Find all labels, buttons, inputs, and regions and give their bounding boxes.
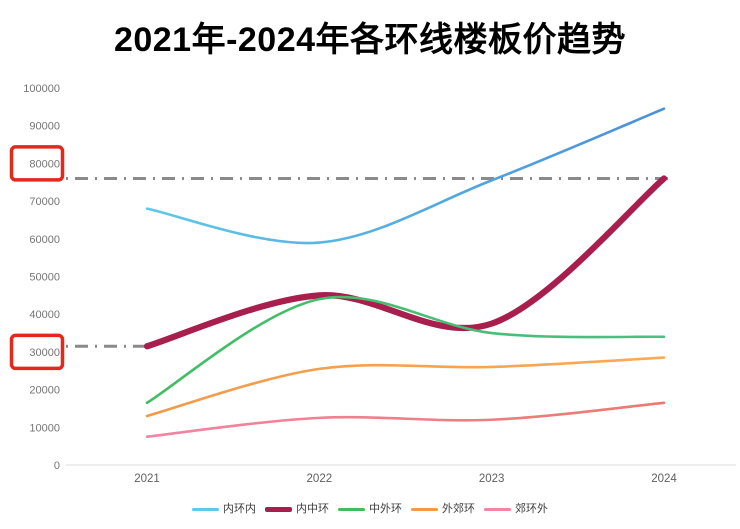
legend-label: 外郊环	[442, 503, 475, 515]
x-tick-label: 2022	[307, 473, 333, 485]
legend-item-5[interactable]: 郊环外	[484, 504, 548, 515]
legend-item-1[interactable]: 内环内	[192, 504, 256, 515]
legend-line-swatch	[265, 507, 292, 512]
y-tick-label: 10000	[29, 422, 60, 434]
y-tick-label: 100000	[23, 83, 60, 95]
highlight-box-80000	[9, 145, 65, 182]
x-tick-label: 2023	[479, 473, 505, 485]
legend-item-4[interactable]: 外郊环	[411, 504, 475, 515]
y-tick-label: 60000	[29, 234, 60, 246]
y-tick-label: 50000	[29, 272, 60, 284]
y-tick-label: 70000	[29, 196, 60, 208]
legend-line-swatch	[338, 508, 365, 511]
legend-label: 内中环	[296, 503, 329, 515]
legend-label: 内环内	[223, 503, 256, 515]
y-tick-label: 30000	[29, 347, 60, 359]
series-line-5	[145, 401, 666, 439]
legend-label: 郊环外	[515, 503, 548, 515]
series-line-3	[145, 295, 666, 405]
legend-item-3[interactable]: 中外环	[338, 504, 402, 515]
x-tick-label: 2024	[651, 473, 677, 485]
chart-title: 2021年-2024年各环线楼板价趋势	[113, 21, 627, 59]
legend-item-2[interactable]: 内中环	[265, 504, 329, 515]
series-line-4	[145, 356, 666, 418]
y-tick-label: 90000	[29, 121, 60, 133]
y-tick-label: 40000	[29, 309, 60, 321]
highlight-box-30000	[9, 333, 65, 371]
legend-line-swatch	[484, 508, 511, 511]
y-tick-label: 0	[54, 460, 60, 472]
legend-label: 中外环	[369, 503, 402, 515]
legend-line-swatch	[192, 508, 219, 511]
series-line-1	[145, 107, 666, 245]
x-tick-label: 2021	[134, 473, 160, 485]
chart-legend: 内环内 内中环 中外环 外郊环 郊环外	[0, 504, 740, 515]
y-tick-label: 80000	[29, 158, 60, 170]
legend-line-swatch	[411, 508, 438, 511]
y-tick-label: 20000	[29, 385, 60, 397]
series-line-2	[143, 175, 668, 350]
